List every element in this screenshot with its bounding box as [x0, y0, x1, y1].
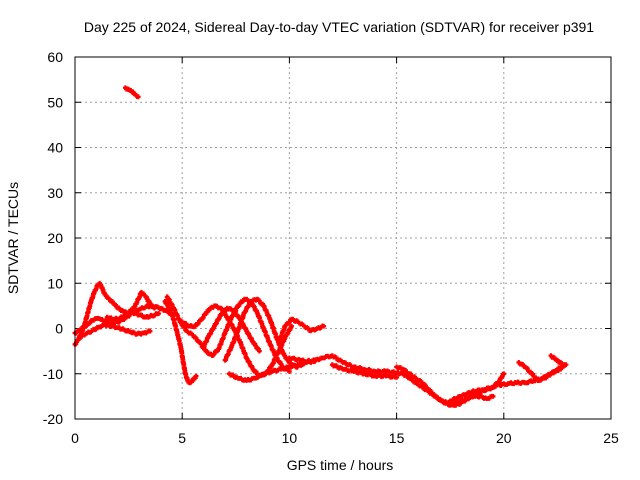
data-points	[276, 316, 327, 345]
x-tick-label: 15	[389, 430, 405, 446]
grid	[75, 57, 611, 419]
y-tick-label: 60	[47, 49, 63, 65]
x-axis-label: GPS time / hours	[287, 457, 394, 473]
series-group	[72, 85, 569, 408]
data-points	[76, 322, 153, 341]
data-points	[122, 85, 141, 100]
series-arc-m	[287, 353, 406, 377]
tick-labels: 0 5 10 15 20 25 -20 -10 0 10 20 30 40 50 60	[43, 49, 619, 446]
series-arc-e	[104, 310, 162, 322]
data-points	[516, 360, 567, 383]
series-arc-n	[329, 362, 399, 380]
series-arc-q	[447, 371, 507, 404]
series-arc-f	[162, 298, 199, 386]
data-points	[162, 298, 199, 386]
data-points	[447, 371, 507, 404]
y-tick-label: -10	[43, 366, 63, 382]
y-tick-label: 40	[47, 140, 63, 156]
plot-frame	[74, 56, 612, 420]
y-tick-label: 30	[47, 185, 63, 201]
series-arc-l	[276, 316, 327, 345]
data-points	[104, 310, 162, 322]
y-tick-label: 50	[47, 94, 63, 110]
chart-title: Day 225 of 2024, Sidereal Day-to-day VTE…	[84, 19, 594, 35]
y-tick-label: -20	[43, 411, 63, 427]
y-tick-label: 20	[47, 230, 63, 246]
x-tick-label: 25	[603, 430, 619, 446]
series-arc-d	[76, 322, 153, 341]
data-points	[329, 362, 399, 380]
series-arc-t	[548, 353, 567, 368]
y-tick-label: 10	[47, 275, 63, 291]
x-tick-label: 10	[282, 430, 298, 446]
series-arc-a	[122, 85, 141, 100]
y-axis-label: SDTVAR / TECUs	[5, 182, 21, 294]
x-tick-label: 0	[71, 430, 79, 446]
data-points	[548, 353, 567, 368]
data-points	[287, 353, 406, 377]
x-tick-label: 20	[496, 430, 512, 446]
series-arc-s	[516, 360, 567, 383]
x-tick-label: 5	[178, 430, 186, 446]
y-tick-label: 0	[55, 321, 63, 337]
